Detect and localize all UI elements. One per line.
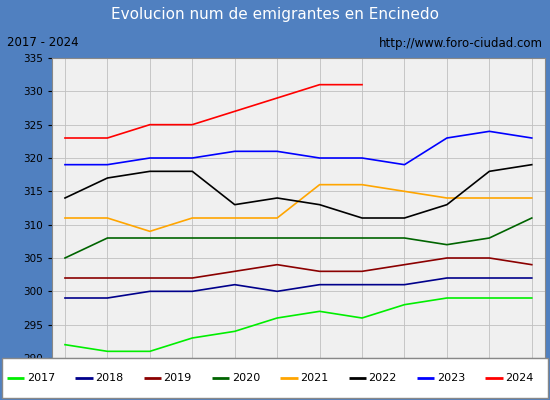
Text: Evolucion num de emigrantes en Encinedo: Evolucion num de emigrantes en Encinedo [111,8,439,22]
Text: http://www.foro-ciudad.com: http://www.foro-ciudad.com [379,36,543,50]
Text: 2018: 2018 [95,373,124,383]
Text: 2024: 2024 [505,373,534,383]
Text: 2022: 2022 [368,373,397,383]
Text: 2019: 2019 [163,373,192,383]
Text: 2020: 2020 [232,373,260,383]
Text: 2023: 2023 [437,373,465,383]
Text: 2021: 2021 [300,373,328,383]
Text: 2017 - 2024: 2017 - 2024 [7,36,79,50]
FancyBboxPatch shape [2,358,548,398]
Text: 2017: 2017 [27,373,55,383]
